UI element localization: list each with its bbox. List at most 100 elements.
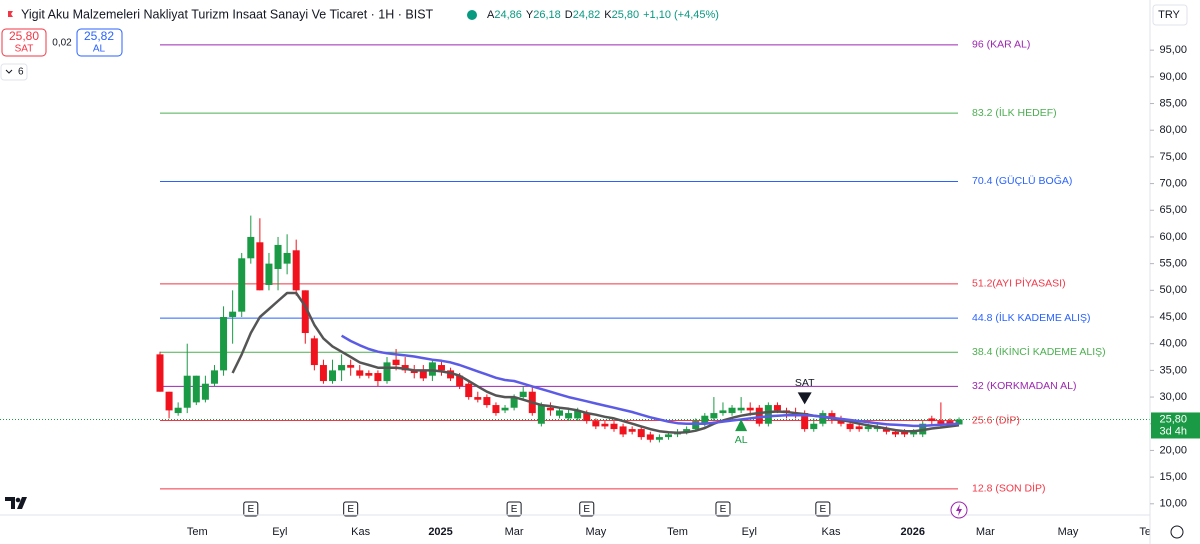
candle-body (728, 407, 736, 414)
candle-body (265, 263, 273, 285)
x-tick-label: Kas (351, 526, 370, 538)
earnings-label: E (583, 504, 590, 515)
lightning (956, 504, 962, 516)
candle-body (810, 423, 818, 430)
candle-body (347, 365, 355, 368)
candle-body (374, 373, 382, 382)
ohlc-key: Y (526, 9, 534, 21)
candle-body (546, 407, 554, 411)
candle-body (937, 421, 945, 424)
currency-button[interactable] (1152, 4, 1188, 26)
y-tick-label: 55,00 (1159, 258, 1187, 270)
ohlc-value: 26,18 (533, 9, 561, 21)
countdown: 3d 4h (1159, 425, 1187, 437)
price-axis-bg (1150, 0, 1200, 544)
buy-button[interactable] (76, 28, 123, 57)
candle-body (210, 370, 218, 384)
candle-body (183, 375, 191, 408)
candle-body (664, 434, 672, 438)
candle-body (383, 362, 391, 382)
candle-body (910, 431, 918, 435)
candle-body (510, 397, 518, 408)
level-label: 32 (KORKMADAN AL) (972, 380, 1076, 392)
candle-body (447, 370, 455, 379)
settings-button[interactable] (1170, 525, 1184, 539)
earnings-marker (579, 501, 595, 517)
level-label: 96 (KAR AL) (972, 39, 1030, 51)
candle-body (891, 431, 899, 435)
buy-price[interactable]: 25,82 (84, 29, 114, 43)
candle-body (410, 370, 418, 374)
level-label: 25.6 (DİP) (972, 413, 1020, 426)
earnings-marker (343, 501, 359, 517)
y-tick-label: 15,00 (1159, 471, 1187, 483)
candle-body (247, 236, 255, 259)
candle-body (610, 423, 618, 430)
tv-logo (5, 497, 27, 509)
sell-button[interactable] (1, 28, 47, 57)
candle-body (655, 437, 663, 440)
candle-body (637, 429, 645, 438)
buy-signal (735, 419, 748, 432)
y-tick-label: 10,00 (1159, 498, 1187, 510)
candle-body (174, 407, 182, 414)
level-label: 83.2 (İLK HEDEF) (972, 106, 1057, 119)
y-tick-label: 50,00 (1159, 284, 1187, 296)
candle-body (392, 359, 400, 366)
candle-body (519, 391, 527, 398)
ohlc-value: 24,82 (573, 9, 601, 21)
candle-body (483, 397, 491, 406)
y-tick-label: 85,00 (1159, 97, 1187, 109)
y-tick-label: 60,00 (1159, 231, 1187, 243)
candle-body (456, 375, 464, 387)
candle-body (619, 426, 627, 435)
earnings-marker (815, 501, 831, 517)
x-tick-label: Eyl (742, 526, 757, 538)
candle-body (356, 370, 364, 376)
y-tick-label: 75,00 (1159, 151, 1187, 163)
candle-body (755, 407, 763, 424)
market-status[interactable] (467, 10, 477, 20)
earnings-marker (715, 501, 731, 517)
candle-body (492, 405, 500, 414)
candle-body (465, 383, 473, 398)
symbol-title[interactable]: Yigit Aku Malzemeleri Nakliyat Turizm In… (21, 7, 434, 21)
earnings-label: E (820, 504, 827, 515)
candle-body (474, 397, 482, 400)
y-tick-label: 90,00 (1159, 71, 1187, 83)
last-price-tag (1151, 412, 1200, 439)
candle-body (419, 370, 427, 379)
candle-body (256, 242, 264, 291)
ohlc-key: K (604, 9, 612, 21)
candle-body (946, 421, 954, 424)
candle-body (628, 429, 636, 432)
candle-body (201, 383, 209, 400)
y-tick-label: 65,00 (1159, 204, 1187, 216)
ohlc-key: D (565, 9, 573, 21)
currency[interactable]: TRY (1158, 9, 1180, 21)
ohlc-value: 24,86 (494, 9, 522, 21)
candle-body (683, 429, 691, 432)
earnings-label: E (347, 504, 354, 515)
sell-price[interactable]: 25,80 (9, 29, 39, 43)
candle-body (437, 365, 445, 371)
candle-body (592, 421, 600, 427)
signal-label: SAT (795, 377, 815, 389)
candle-body (846, 423, 854, 430)
indicators-toggle[interactable] (0, 63, 28, 81)
candle-body (773, 405, 781, 411)
sell-label[interactable]: SAT (15, 44, 34, 55)
indicator-count[interactable]: 6 (18, 67, 24, 78)
candle-body (565, 413, 573, 419)
candle-body (819, 413, 827, 424)
spread: 0,02 (52, 38, 72, 49)
x-tick-label: Tem (187, 526, 208, 538)
candle-body (864, 426, 872, 430)
candle-body (646, 434, 654, 440)
buy-label[interactable]: AL (93, 44, 106, 55)
candle-body (283, 252, 291, 264)
earnings-label: E (247, 504, 254, 515)
candle-body (855, 426, 863, 430)
level-label: 51.2(AYI PİYASASI) (972, 277, 1066, 290)
